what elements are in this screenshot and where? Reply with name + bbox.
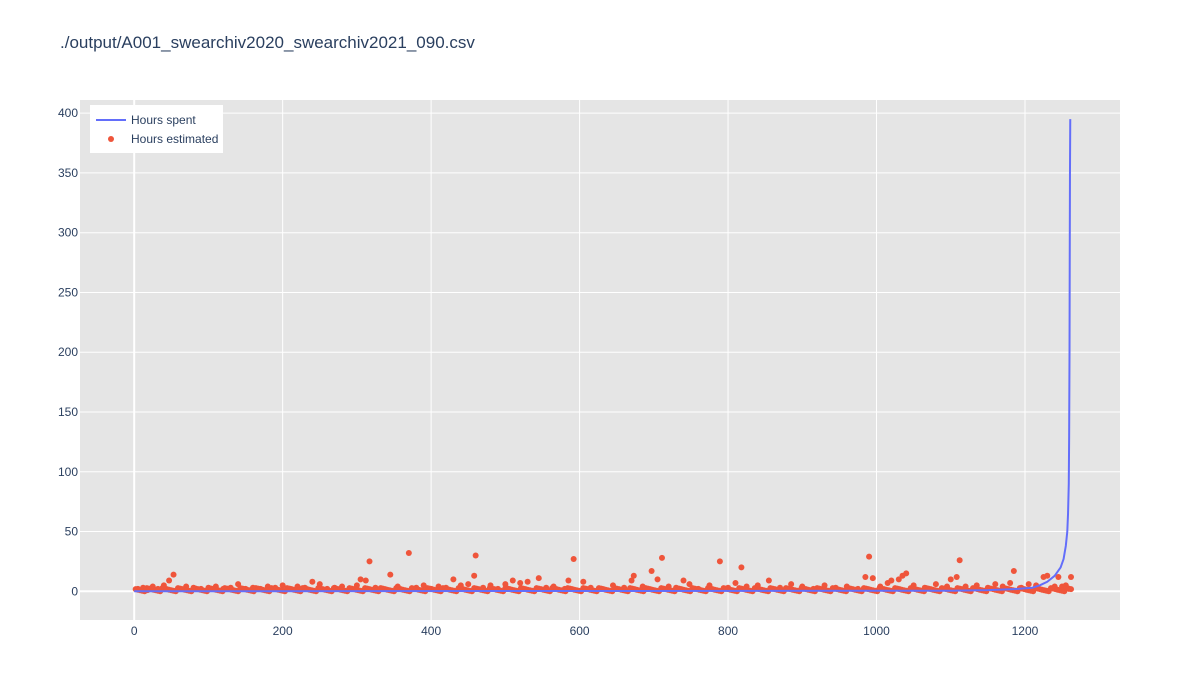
estimate-point	[1068, 573, 1075, 580]
estimate-point	[888, 577, 895, 584]
y-tick-label: 200	[58, 345, 78, 359]
y-tick-label: 250	[58, 285, 78, 299]
x-tick-label: 1000	[863, 624, 890, 638]
estimate-point	[366, 558, 373, 565]
estimate-point	[1007, 579, 1014, 586]
x-tick-label: 600	[570, 624, 590, 638]
estimate-point	[648, 567, 655, 574]
estimate-point	[903, 570, 910, 577]
estimate-point	[992, 581, 999, 588]
legend-label-hours-estimated: Hours estimated	[131, 132, 218, 146]
y-tick-label: 100	[58, 465, 78, 479]
y-tick-label: 0	[71, 584, 78, 598]
estimate-point	[472, 552, 479, 559]
estimate-point	[309, 578, 316, 585]
chart-title: ./output/A001_swearchiv2020_swearchiv202…	[60, 33, 475, 52]
estimate-point	[680, 577, 687, 584]
estimate-point	[570, 556, 577, 563]
legend: Hours spent Hours estimated	[90, 105, 223, 153]
estimate-point	[869, 575, 876, 582]
estimate-point	[471, 572, 478, 579]
estimate-point	[465, 581, 472, 588]
estimate-point	[765, 577, 772, 584]
estimate-point	[166, 577, 173, 584]
estimate-point	[450, 576, 457, 583]
estimate-point	[956, 557, 963, 564]
estimate-point	[716, 558, 723, 565]
hours-spent-series	[134, 119, 1072, 593]
estimate-point	[565, 577, 572, 584]
estimate-point	[895, 576, 902, 583]
x-tick-label: 800	[718, 624, 738, 638]
estimate-point	[535, 575, 542, 582]
legend-label-hours-spent: Hours spent	[131, 113, 196, 127]
estimate-point	[658, 554, 665, 561]
y-axis-ticks: 0 50 100 150 200 250 300 350 400	[58, 106, 78, 598]
estimate-point	[738, 564, 745, 571]
estimate-point	[1055, 573, 1062, 580]
estimate-point	[862, 573, 869, 580]
estimate-point	[580, 578, 587, 585]
estimate-point	[628, 577, 635, 584]
legend-marker-swatch	[108, 136, 114, 142]
estimate-point	[932, 581, 939, 588]
estimate-point	[1068, 586, 1075, 593]
estimate-point	[405, 550, 412, 557]
estimate-point	[362, 577, 369, 584]
y-tick-label: 400	[58, 106, 78, 120]
estimate-point	[357, 576, 364, 583]
x-tick-label: 200	[273, 624, 293, 638]
plot-background	[80, 100, 1120, 620]
x-tick-label: 0	[131, 624, 138, 638]
estimate-point	[732, 579, 739, 586]
estimate-point	[279, 582, 286, 589]
x-tick-label: 1200	[1012, 624, 1039, 638]
y-tick-label: 50	[65, 525, 79, 539]
estimate-point	[866, 553, 873, 560]
estimate-point	[654, 576, 661, 583]
y-tick-label: 350	[58, 166, 78, 180]
x-tick-label: 400	[421, 624, 441, 638]
estimate-point	[953, 573, 960, 580]
estimate-point	[509, 577, 516, 584]
y-tick-label: 300	[58, 226, 78, 240]
estimate-point	[517, 579, 524, 586]
estimate-point	[788, 581, 795, 588]
grid	[80, 100, 1120, 620]
hours-spent-line	[134, 119, 1072, 593]
estimate-point	[170, 571, 177, 578]
y-tick-label: 150	[58, 405, 78, 419]
estimate-point	[947, 576, 954, 583]
estimate-point	[630, 572, 637, 579]
estimate-point	[1010, 567, 1017, 574]
x-axis-ticks: 0 200 400 600 800 1000 1200	[131, 624, 1039, 638]
legend-box	[90, 105, 223, 153]
estimate-point	[1044, 572, 1051, 579]
estimate-point	[387, 571, 394, 578]
estimate-point	[1025, 581, 1032, 588]
estimate-point	[524, 578, 531, 585]
